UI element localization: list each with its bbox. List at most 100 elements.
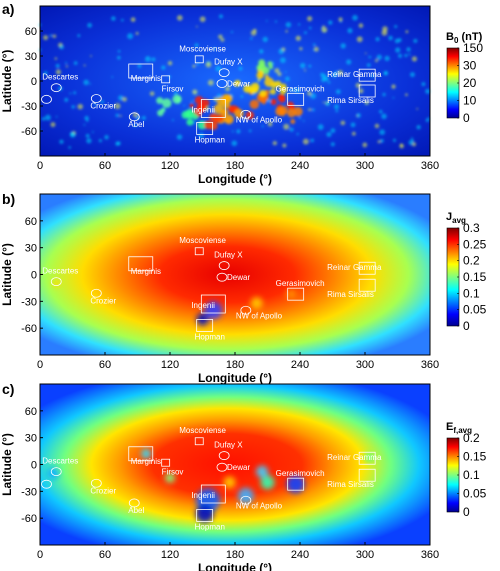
y-tick-label: 60 (25, 216, 37, 228)
colorbar-tick-label: 0.1 (463, 468, 480, 482)
anomaly-blob (165, 472, 175, 483)
anomaly-spot (265, 19, 268, 22)
anomaly-spot (277, 72, 282, 77)
anomaly-spot (116, 141, 121, 146)
region-label: Dewar (227, 80, 250, 89)
region-marker-box (161, 75, 171, 84)
anomaly-spot (326, 131, 332, 138)
region-marker-ellipse (50, 467, 62, 477)
anomaly-spot (300, 62, 306, 69)
anomaly-spot (351, 131, 356, 136)
panel-1: a) Descartes Airy Crozier Abel MarginisFirsov… (0, 1, 483, 186)
x-tick-label: 120 (161, 359, 179, 371)
colorbar-tick-label: 0.2 (463, 431, 480, 445)
anomaly-spot (44, 114, 51, 121)
anomaly-hotspot (264, 77, 274, 87)
anomaly-spot (322, 25, 325, 28)
region-label: Abel (128, 506, 144, 515)
anomaly-hotspot (290, 119, 296, 124)
anomaly-spot (358, 23, 364, 28)
anomaly-spot (280, 57, 286, 64)
anomaly-spot (86, 138, 92, 144)
anomaly-spot (364, 100, 369, 105)
anomaly-spot (137, 63, 142, 68)
anomaly-spot (122, 96, 127, 102)
panel-label: b) (2, 191, 15, 207)
anomaly-spot (250, 37, 253, 40)
region-label: NW of Apollo (236, 501, 283, 510)
anomaly-hotspot (189, 103, 194, 108)
anomaly-spot (73, 91, 77, 95)
y-tick-label: 60 (25, 26, 37, 38)
x-tick-label: 360 (421, 359, 439, 371)
anomaly-spot (259, 49, 264, 54)
y-tick-label: -60 (21, 323, 37, 335)
colorbar-title-main: B (446, 31, 454, 43)
anomaly-spot (335, 89, 341, 95)
anomaly-spot (205, 106, 210, 111)
y-tick-label: 30 (25, 433, 37, 445)
y-tick-label: 0 (31, 76, 37, 88)
anomaly-spot (330, 128, 336, 133)
anomaly-spot (114, 103, 121, 110)
anomaly-blob (364, 452, 375, 463)
region-label: Reinar Gamma (327, 70, 382, 79)
anomaly-spot (408, 53, 411, 56)
anomaly-blob (250, 297, 263, 310)
x-tick-label: 360 (421, 160, 439, 172)
y-tick-label: 0 (31, 270, 37, 282)
anomaly-hotspot (267, 61, 273, 67)
x-tick-label: 60 (99, 359, 111, 371)
anomaly-spot (55, 115, 58, 118)
colorbar-tick-label: 150 (463, 41, 483, 55)
anomaly-spot (212, 47, 216, 50)
x-tick-label: 0 (37, 160, 43, 172)
anomaly-spot (304, 31, 307, 35)
region-label: Ingenii (191, 301, 215, 310)
anomaly-spot (225, 86, 231, 92)
anomaly-hotspot (157, 109, 164, 117)
x-tick-label: 240 (291, 359, 309, 371)
anomaly-spot (352, 14, 358, 21)
x-axis-title: Longitude (°) (198, 172, 272, 186)
anomaly-spot (100, 100, 104, 104)
x-tick-label: 300 (356, 160, 374, 172)
anomaly-spot (362, 142, 368, 148)
anomaly-spot (43, 35, 49, 41)
anomaly-spot (321, 26, 328, 33)
anomaly-spot (364, 52, 367, 55)
anomaly-hotspot (245, 111, 255, 120)
x-tick-label: 240 (291, 549, 309, 561)
anomaly-spot (320, 72, 325, 77)
region-marker-box (161, 458, 171, 467)
region-label: Ingenii (191, 106, 215, 115)
anomaly-blob (256, 465, 269, 478)
anomaly-hotspot (225, 117, 231, 123)
region-marker-box (200, 99, 226, 118)
region-label: Ingenii (191, 491, 215, 500)
anomaly-spot (416, 125, 421, 130)
anomaly-spot (65, 65, 68, 68)
anomaly-spot (340, 120, 346, 126)
anomaly-spot (135, 31, 139, 35)
x-tick-label: 0 (37, 359, 43, 371)
anomaly-spot (304, 69, 307, 72)
region-label: Descartes (42, 73, 78, 82)
region-label: Dufay X (214, 251, 243, 260)
anomaly-spot (55, 69, 62, 75)
colorbar-tick-label: 10 (463, 94, 477, 108)
anomaly-spot (413, 38, 418, 43)
x-tick-label: 180 (226, 549, 244, 561)
region-marker-box (358, 451, 376, 465)
anomaly-hotspot (275, 106, 285, 116)
anomaly-spot (83, 79, 89, 86)
anomaly-spot (310, 138, 315, 143)
anomaly-spot (238, 66, 243, 71)
anomaly-spot (285, 21, 292, 28)
colorbar-tick-label: 0 (463, 111, 470, 125)
y-tick-label: 30 (25, 51, 37, 63)
anomaly-spot (119, 114, 122, 117)
anomaly-spot (406, 47, 411, 52)
anomaly-spot (381, 113, 387, 120)
